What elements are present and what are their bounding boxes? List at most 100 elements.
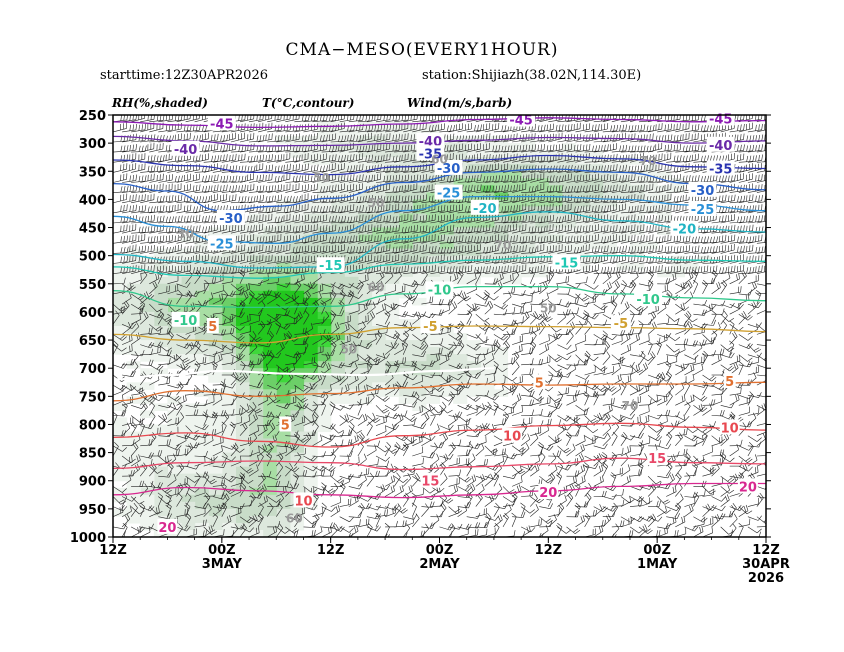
wind-barb-feather [725, 175, 727, 182]
wind-barb [629, 354, 641, 357]
wind-barb-feather [649, 133, 651, 141]
wind-barb [584, 283, 595, 290]
rh-cell [330, 199, 345, 207]
wind-barb [738, 275, 747, 285]
rh-cell [249, 396, 264, 404]
wind-barb [747, 220, 762, 224]
wind-barb-feather [586, 318, 589, 325]
wind-barb [729, 478, 739, 487]
rh-cell [548, 241, 563, 250]
wind-barb-feather [574, 529, 581, 534]
rh-cell [221, 396, 236, 404]
rh-cell [616, 220, 631, 229]
rh-cell [289, 522, 305, 531]
wind-barb [575, 129, 590, 133]
wind-barb [693, 273, 698, 284]
wind-barb-feather [610, 225, 612, 232]
wind-barb-feather [655, 435, 661, 440]
rh-cell [466, 143, 481, 151]
rh-cell [289, 515, 305, 524]
wind-barb-feather [646, 266, 648, 273]
wind-barb-feather [701, 326, 703, 333]
rh-cell [548, 234, 563, 243]
wind-barb-feather [651, 351, 656, 357]
rh-cell [330, 157, 345, 165]
wind-barb-feather [683, 338, 686, 345]
wind-barb [584, 200, 599, 204]
wind-barb [756, 374, 766, 377]
rh-cell [262, 438, 277, 447]
rh-cell [344, 368, 359, 376]
wind-barb [711, 220, 726, 224]
wind-barb [693, 369, 704, 376]
rh-cell [493, 375, 509, 383]
rh-cell [167, 473, 182, 482]
wind-barb-feather [646, 246, 648, 253]
wind-barb [557, 375, 563, 386]
wind-barb-feather [747, 357, 753, 362]
rh-cell [289, 389, 305, 397]
rh-cell [208, 290, 223, 299]
rh-cell [589, 171, 604, 179]
wind-barb [693, 303, 705, 306]
wind-barb-feather [601, 185, 603, 192]
wind-barb-feather [534, 311, 539, 317]
wind-barb [729, 324, 739, 332]
wind-barb-feather [567, 344, 572, 350]
wind-barb-feather [674, 516, 677, 523]
wind-barb-feather [740, 382, 744, 389]
wind-barb [665, 436, 673, 446]
wind-barb-feather [589, 185, 591, 192]
wind-barb-feather [612, 506, 617, 512]
wind-barb [702, 523, 714, 528]
wind-barb-feather [529, 326, 531, 334]
rh-cell [276, 445, 291, 454]
wind-barb [765, 445, 766, 446]
wind-barb [675, 330, 686, 335]
wind-barb-feather [685, 448, 688, 455]
rh-cell [262, 241, 277, 250]
wind-barb [702, 284, 708, 295]
wind-barb [765, 273, 766, 274]
wind-barb [666, 278, 677, 285]
wind-barb-feather [674, 348, 680, 353]
wind-barb-feather [655, 480, 662, 485]
rh-cell [589, 150, 604, 158]
wind-barb-feather [619, 357, 621, 364]
rh-cell [289, 382, 305, 390]
wind-barb [702, 451, 713, 457]
rh-cell [548, 157, 563, 165]
wind-barb-feather [701, 155, 703, 162]
wind-barb [756, 170, 766, 173]
wind-barb [611, 276, 621, 285]
rh-cell [371, 389, 386, 397]
rh-cell [221, 255, 236, 264]
wind-barb-feather [655, 195, 657, 202]
wind-barb-feather [602, 475, 604, 482]
wind-barb [665, 344, 675, 353]
wind-barb-feather [589, 134, 591, 141]
wind-barb-feather [771, 256, 772, 262]
rh-cell [521, 206, 536, 214]
rh-cell [534, 262, 549, 271]
wind-barb-feather [691, 266, 694, 273]
wind-barb-feather [755, 292, 761, 297]
wind-barb-feather [667, 124, 669, 131]
rh-cell [507, 241, 522, 250]
wind-barb [548, 374, 554, 386]
rh-cell [602, 185, 617, 193]
wind-barb-feather [774, 156, 775, 162]
wind-barb [675, 521, 686, 528]
rh-cell [357, 199, 373, 207]
wind-barb-feather [586, 144, 588, 151]
wind-barb [720, 128, 735, 133]
wind-barb-feather [733, 513, 738, 520]
wind-barb [702, 508, 711, 517]
rh-cell [507, 227, 522, 236]
rh-cell [276, 234, 291, 243]
rh-cell [167, 445, 182, 454]
wind-barb-feather [729, 366, 735, 372]
rh-cell [289, 459, 305, 468]
rh-cell [208, 473, 223, 482]
wind-barb-feather [643, 194, 645, 201]
